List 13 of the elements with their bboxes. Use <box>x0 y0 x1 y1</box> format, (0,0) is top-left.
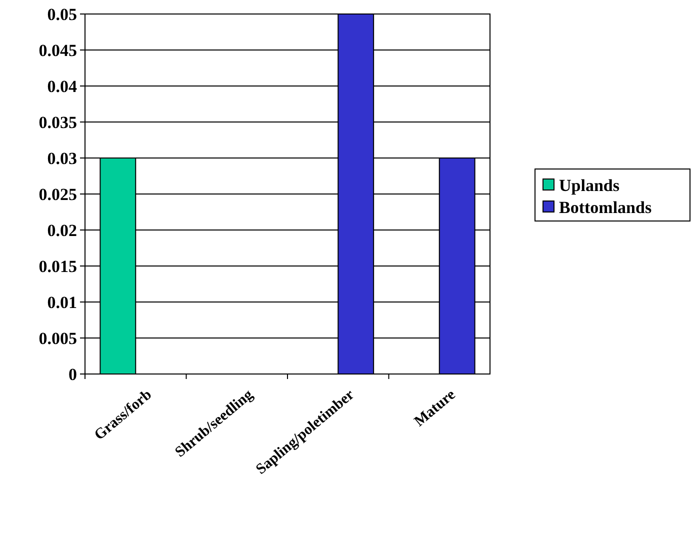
y-tick-label: 0.03 <box>47 148 77 168</box>
y-tick-label: 0.045 <box>38 40 77 60</box>
y-tick-label: 0.02 <box>47 220 77 240</box>
legend-label: Bottomlands <box>559 198 652 217</box>
y-tick-label: 0.035 <box>38 112 77 132</box>
y-tick-label: 0.05 <box>47 4 77 24</box>
y-tick-label: 0.015 <box>38 256 77 276</box>
y-tick-label: 0 <box>68 364 77 384</box>
y-tick-label: 0.005 <box>38 328 77 348</box>
legend-label: Uplands <box>559 176 620 195</box>
y-tick-label: 0.01 <box>47 292 77 312</box>
y-tick-label: 0.025 <box>38 184 77 204</box>
y-tick-label: 0.04 <box>47 76 78 96</box>
